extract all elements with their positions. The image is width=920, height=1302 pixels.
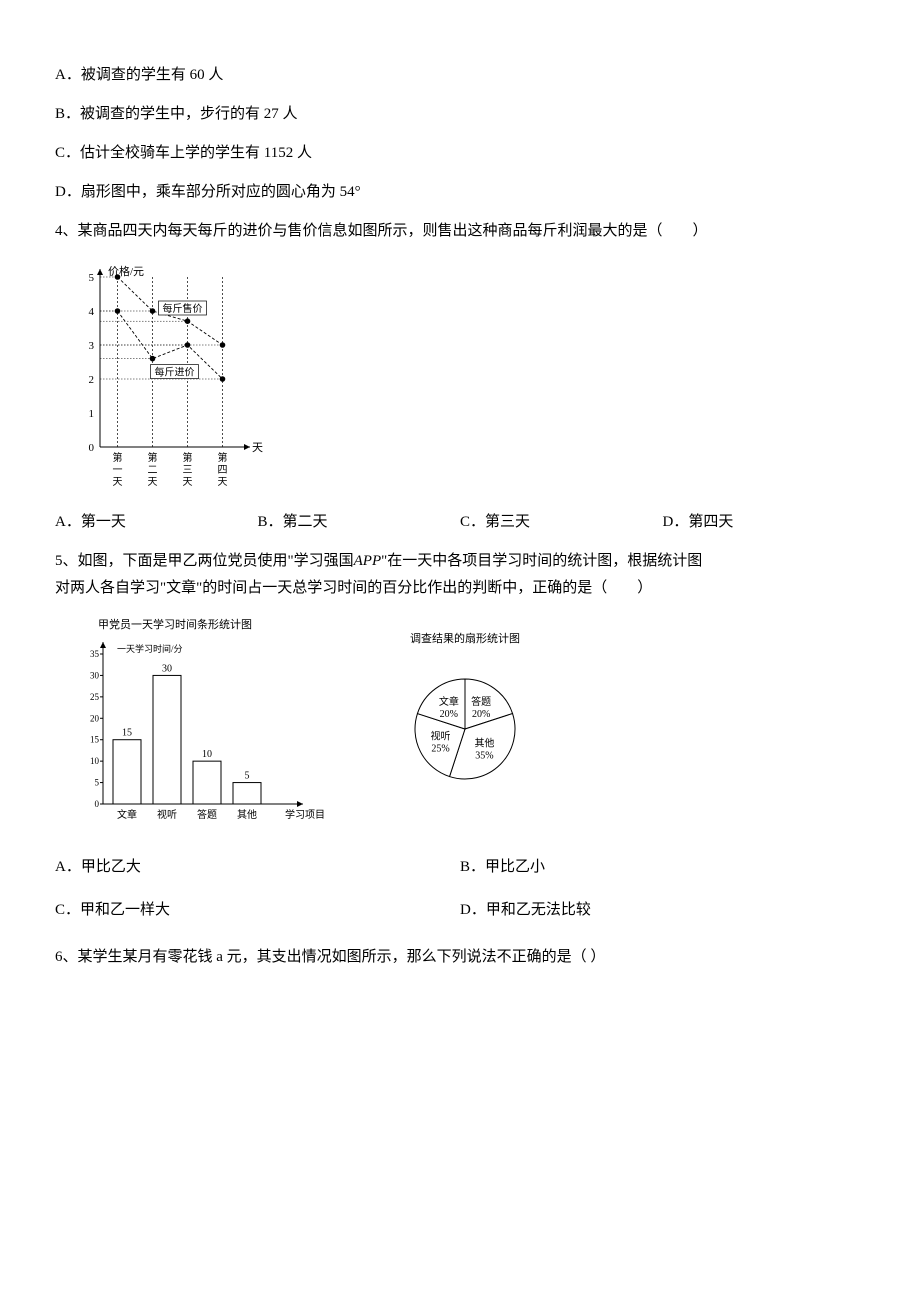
svg-text:视听: 视听 [157,808,177,821]
svg-text:4: 4 [89,306,95,318]
svg-text:10: 10 [202,749,212,760]
svg-text:5: 5 [89,272,95,284]
q5-bar-chart: 甲党员一天学习时间条形统计图 0 5 10 15 20 25 30 35 15 文章 30 视听 10 答题… [65,614,325,834]
svg-text:甲党员一天学习时间条形统计图: 甲党员一天学习时间条形统计图 [98,617,252,631]
q5-option-d: D．甲和乙无法比较 [460,897,865,924]
svg-text:第: 第 [218,451,228,464]
svg-text:其他: 其他 [474,736,494,749]
svg-text:第: 第 [183,451,193,464]
svg-text:0: 0 [89,442,95,454]
svg-text:学习项目: 学习项目 [285,808,325,821]
svg-text:30: 30 [90,670,100,680]
svg-text:10: 10 [90,756,100,766]
q5-text-part1b: "在一天中各项目学习时间的统计图，根据统计图 [381,553,702,569]
svg-text:30: 30 [162,663,172,674]
svg-text:其他: 其他 [237,808,257,821]
svg-text:答题: 答题 [197,808,217,821]
q4-option-d: D．第四天 [663,509,866,536]
svg-text:15: 15 [122,728,132,739]
svg-text:2: 2 [89,374,95,386]
q5-text-app: APP [354,553,382,569]
q5-options: A．甲比乙大 B．甲比乙小 C．甲和乙一样大 D．甲和乙无法比较 [55,846,865,932]
svg-text:天: 天 [148,477,158,488]
svg-text:35: 35 [90,649,100,659]
q5-text: 5、如图，下面是甲乙两位党员使用"学习强国APP"在一天中各项目学习时间的统计图… [55,548,865,602]
q5-option-a: A．甲比乙大 [55,854,460,881]
svg-text:文章: 文章 [439,695,459,708]
svg-text:三: 三 [183,465,193,476]
svg-text:每斤售价: 每斤售价 [163,302,203,315]
svg-text:20%: 20% [472,709,490,720]
q5-text-part2: 对两人各自学习"文章"的时间占一天总学习时间的百分比作出的判断中，正确的是（ ） [55,580,652,596]
svg-text:天: 天 [218,477,228,488]
q4-option-c: C．第三天 [460,509,663,536]
q3-option-c: C．估计全校骑车上学的学生有 1152 人 [55,140,865,167]
q4-option-a: A．第一天 [55,509,258,536]
svg-text:一天学习时间/分: 一天学习时间/分 [117,643,183,654]
q4-options: A．第一天 B．第二天 C．第三天 D．第四天 [55,509,865,536]
svg-text:每斤进价: 每斤进价 [155,366,195,379]
q4-text: 4、某商品四天内每天每斤的进价与售价信息如图所示，则售出这种商品每斤利润最大的是… [55,218,865,245]
svg-text:文章: 文章 [117,808,137,821]
q6-text: 6、某学生某月有零花钱 a 元，其支出情况如图所示，那么下列说法不正确的是（ ） [55,944,865,971]
q5-charts: 甲党员一天学习时间条形统计图 0 5 10 15 20 25 30 35 15 文章 30 视听 10 答题… [65,614,865,834]
svg-text:35%: 35% [475,750,493,761]
svg-text:价格/元: 价格/元 [108,264,144,278]
q3-option-d: D．扇形图中，乘车部分所对应的圆心角为 54° [55,179,865,206]
svg-text:5: 5 [245,771,250,782]
svg-text:天: 天 [113,477,123,488]
svg-text:20: 20 [90,713,100,723]
svg-text:25%: 25% [431,743,449,754]
q5-option-c: C．甲和乙一样大 [55,897,460,924]
q5-pie-chart: 调查结果的扇形统计图答题20%其他35%视听25%文章20% [365,614,565,814]
q3-option-b: B．被调查的学生中，步行的有 27 人 [55,101,865,128]
svg-text:天: 天 [183,477,193,488]
q5-text-part1: 5、如图，下面是甲乙两位党员使用"学习强国 [55,553,354,569]
svg-text:天: 天 [252,442,263,454]
q4-option-b: B．第二天 [258,509,461,536]
svg-text:15: 15 [90,735,100,745]
svg-text:二: 二 [148,465,158,476]
q5-option-b: B．甲比乙小 [460,854,865,881]
svg-text:25: 25 [90,692,100,702]
svg-text:3: 3 [89,340,95,352]
svg-text:一: 一 [113,465,123,476]
svg-text:第: 第 [113,451,123,464]
svg-text:20%: 20% [440,709,458,720]
svg-text:1: 1 [89,408,95,420]
svg-text:视听: 视听 [430,729,450,742]
q3-option-a: A．被调查的学生有 60 人 [55,62,865,89]
svg-text:第: 第 [148,451,158,464]
svg-text:答题: 答题 [471,695,491,708]
q4-chart: 012345第一天第二天第三天第四天每斤售价每斤进价价格/元天 [65,257,865,497]
svg-text:四: 四 [218,465,228,476]
svg-text:0: 0 [95,799,100,809]
svg-text:调查结果的扇形统计图: 调查结果的扇形统计图 [410,631,520,645]
svg-text:5: 5 [95,778,100,788]
